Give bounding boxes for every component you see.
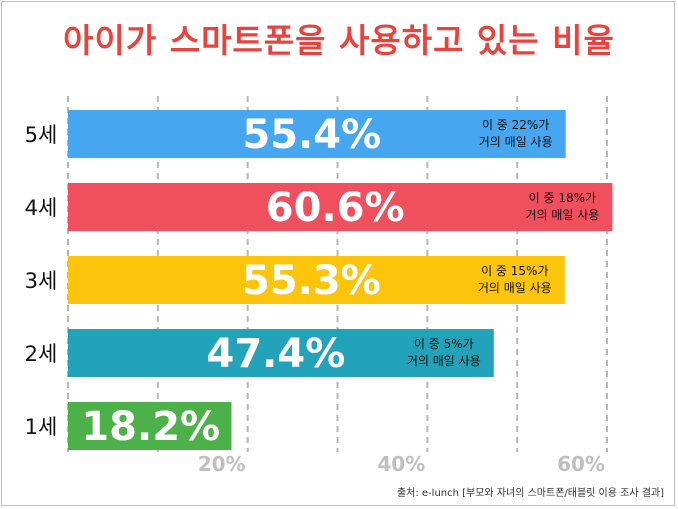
x-tick-label: 40% (377, 452, 425, 476)
annotation-line2: 거의 매일 사용 (407, 354, 481, 368)
category-label: 2세 (25, 342, 58, 366)
annotation-line2: 거의 매일 사용 (479, 135, 553, 149)
source-caption: 출처: e-lunch [부모와 자녀의 스마트폰/태블릿 이용 조사 결과] (396, 488, 664, 499)
bar (68, 256, 565, 304)
annotation-line2: 거의 매일 사용 (525, 208, 599, 222)
data-label: 55.4% (242, 112, 381, 158)
bar (68, 402, 232, 450)
category-label: 5세 (25, 123, 58, 147)
data-label: 47.4% (207, 331, 346, 377)
category-label: 1세 (25, 415, 58, 439)
annotation-line1: 이 중 5%가 (414, 337, 474, 351)
data-label: 55.3% (242, 258, 381, 304)
category-label: 3세 (25, 269, 58, 293)
data-label: 18.2% (81, 404, 220, 450)
x-tick-label: 20% (198, 452, 246, 476)
bar (68, 329, 494, 377)
bar (68, 110, 566, 158)
data-label: 60.6% (266, 185, 405, 231)
annotation-line1: 이 중 18%가 (529, 191, 596, 205)
category-label: 4세 (25, 196, 58, 220)
annotation-line2: 거의 매일 사용 (478, 281, 552, 295)
x-tick-label: 60% (557, 452, 605, 476)
annotation-line1: 이 중 15%가 (481, 264, 548, 278)
chart-title: 아이가 스마트폰을 사용하고 있는 비율 (63, 21, 615, 60)
bar (68, 183, 613, 231)
annotation-line1: 이 중 22%가 (482, 118, 549, 132)
